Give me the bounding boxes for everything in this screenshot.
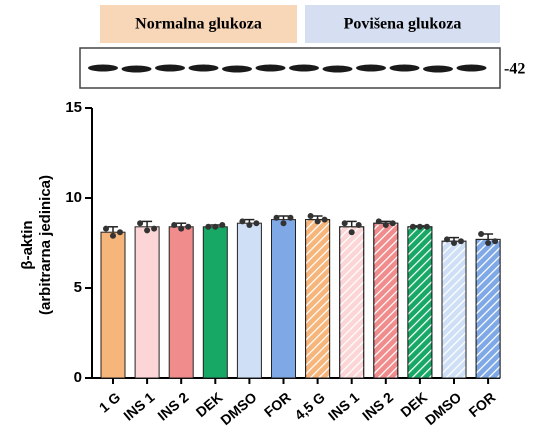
data-point — [103, 225, 109, 232]
bar-hatch — [475, 238, 501, 379]
blot-band — [389, 64, 420, 72]
data-point — [151, 225, 158, 232]
data-point — [409, 223, 416, 230]
group-box — [305, 5, 500, 43]
data-point — [144, 227, 151, 234]
data-point — [178, 225, 185, 232]
data-point — [321, 216, 328, 223]
group-box — [100, 5, 297, 43]
x-tick-label: INS 1 — [120, 389, 157, 424]
data-point — [117, 229, 123, 236]
y-tick-label: 10 — [65, 189, 82, 206]
y-label-line: β-aktin — [19, 220, 36, 269]
y-axis-label: β-aktin (arbitrarna jedinica) — [19, 175, 54, 315]
bar — [236, 222, 262, 379]
blot-band — [155, 64, 185, 72]
bar — [134, 226, 160, 379]
data-point — [246, 222, 253, 228]
blot-band — [322, 65, 353, 73]
y-tick-label: 15 — [65, 99, 82, 116]
bar-hatch — [305, 219, 331, 379]
data-point — [478, 231, 485, 237]
bar — [100, 231, 126, 379]
data-point — [212, 223, 219, 230]
x-tick-label: FOR — [465, 389, 498, 420]
y-label-line: (arbitrarna jedinica) — [37, 175, 54, 315]
group-label: Normalna glukoza — [135, 16, 262, 33]
data-point — [444, 236, 450, 243]
data-point — [348, 229, 355, 236]
bar — [202, 226, 228, 379]
x-tick-label: INS 2 — [359, 389, 396, 424]
data-point — [355, 222, 362, 228]
x-tick-label: 4,5 G — [291, 389, 328, 423]
data-point — [451, 240, 457, 246]
y-tick-label: 0 — [74, 369, 82, 386]
data-point — [287, 214, 294, 221]
data-point — [485, 240, 492, 246]
bar — [168, 226, 194, 379]
data-point — [137, 220, 144, 227]
data-point — [171, 222, 178, 228]
blot-band — [356, 64, 386, 72]
bar-hatch — [373, 222, 399, 379]
blot-label: -42 — [504, 61, 525, 78]
y-tick-label: 5 — [74, 279, 82, 296]
blot-band — [423, 65, 453, 73]
x-tick-label: INS 1 — [325, 389, 362, 424]
data-point — [307, 213, 314, 219]
data-point — [314, 218, 321, 225]
data-point — [239, 218, 246, 225]
data-point — [416, 223, 423, 230]
blot-band — [289, 64, 319, 72]
data-point — [219, 222, 226, 228]
data-point — [280, 220, 287, 227]
blot-band — [222, 65, 252, 73]
data-point — [205, 223, 212, 230]
data-point — [253, 220, 260, 227]
data-point — [375, 218, 382, 225]
bar — [271, 219, 296, 379]
data-point — [492, 238, 499, 245]
x-tick-label: DMSO — [422, 389, 465, 428]
x-tick-label: DMSO — [217, 389, 260, 428]
data-point — [185, 223, 192, 230]
data-point — [382, 222, 389, 228]
blot-band — [456, 64, 487, 72]
blot-band — [255, 64, 286, 72]
blot-band — [121, 65, 152, 73]
blot-band — [188, 64, 219, 72]
data-point — [110, 232, 116, 239]
data-point — [273, 214, 280, 221]
bar-hatch — [339, 226, 365, 379]
group-label: Povišena glukoza — [344, 16, 462, 33]
data-point — [423, 223, 430, 230]
blot-band — [88, 64, 118, 72]
bar-hatch — [441, 240, 467, 379]
x-tick-label: FOR — [261, 389, 294, 420]
bar-hatch — [407, 226, 433, 379]
data-point — [458, 238, 464, 245]
data-point — [389, 220, 396, 227]
blot-bands — [88, 64, 487, 73]
x-tick-label: INS 2 — [154, 389, 191, 424]
data-point — [341, 220, 348, 227]
